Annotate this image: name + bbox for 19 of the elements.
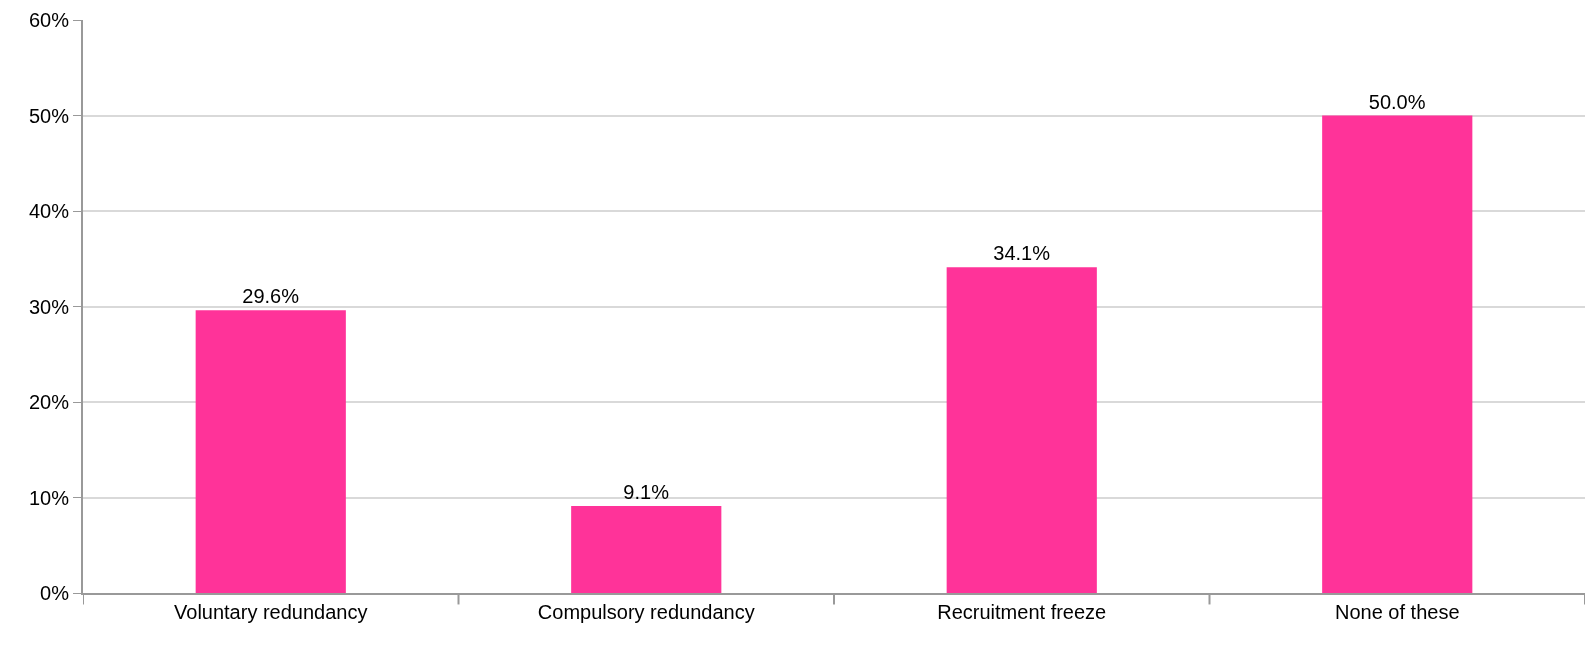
data-label: 34.1%: [993, 242, 1051, 265]
x-tick-label: Compulsory redundancy: [537, 601, 755, 623]
y-tick-label: 20%: [28, 391, 70, 413]
bar: [946, 267, 1097, 593]
data-label: 29.6%: [242, 285, 300, 308]
bar: [195, 310, 346, 593]
bar: [571, 506, 722, 593]
y-tick-label: 60%: [28, 9, 70, 31]
data-label: 9.1%: [623, 481, 670, 504]
x-tick-label: Voluntary redundancy: [174, 601, 368, 623]
y-tick-label: 10%: [28, 486, 70, 509]
y-tick-label: 0%: [40, 582, 70, 604]
x-tick-label: None of these: [1334, 601, 1460, 623]
bar: [1322, 115, 1473, 593]
y-tick-label: 30%: [28, 295, 70, 318]
y-tick-label: 50%: [28, 104, 70, 127]
x-tick-label: Recruitment freeze: [937, 601, 1107, 623]
data-label: 50.0%: [1368, 90, 1426, 113]
y-tick-label: 40%: [28, 200, 70, 222]
